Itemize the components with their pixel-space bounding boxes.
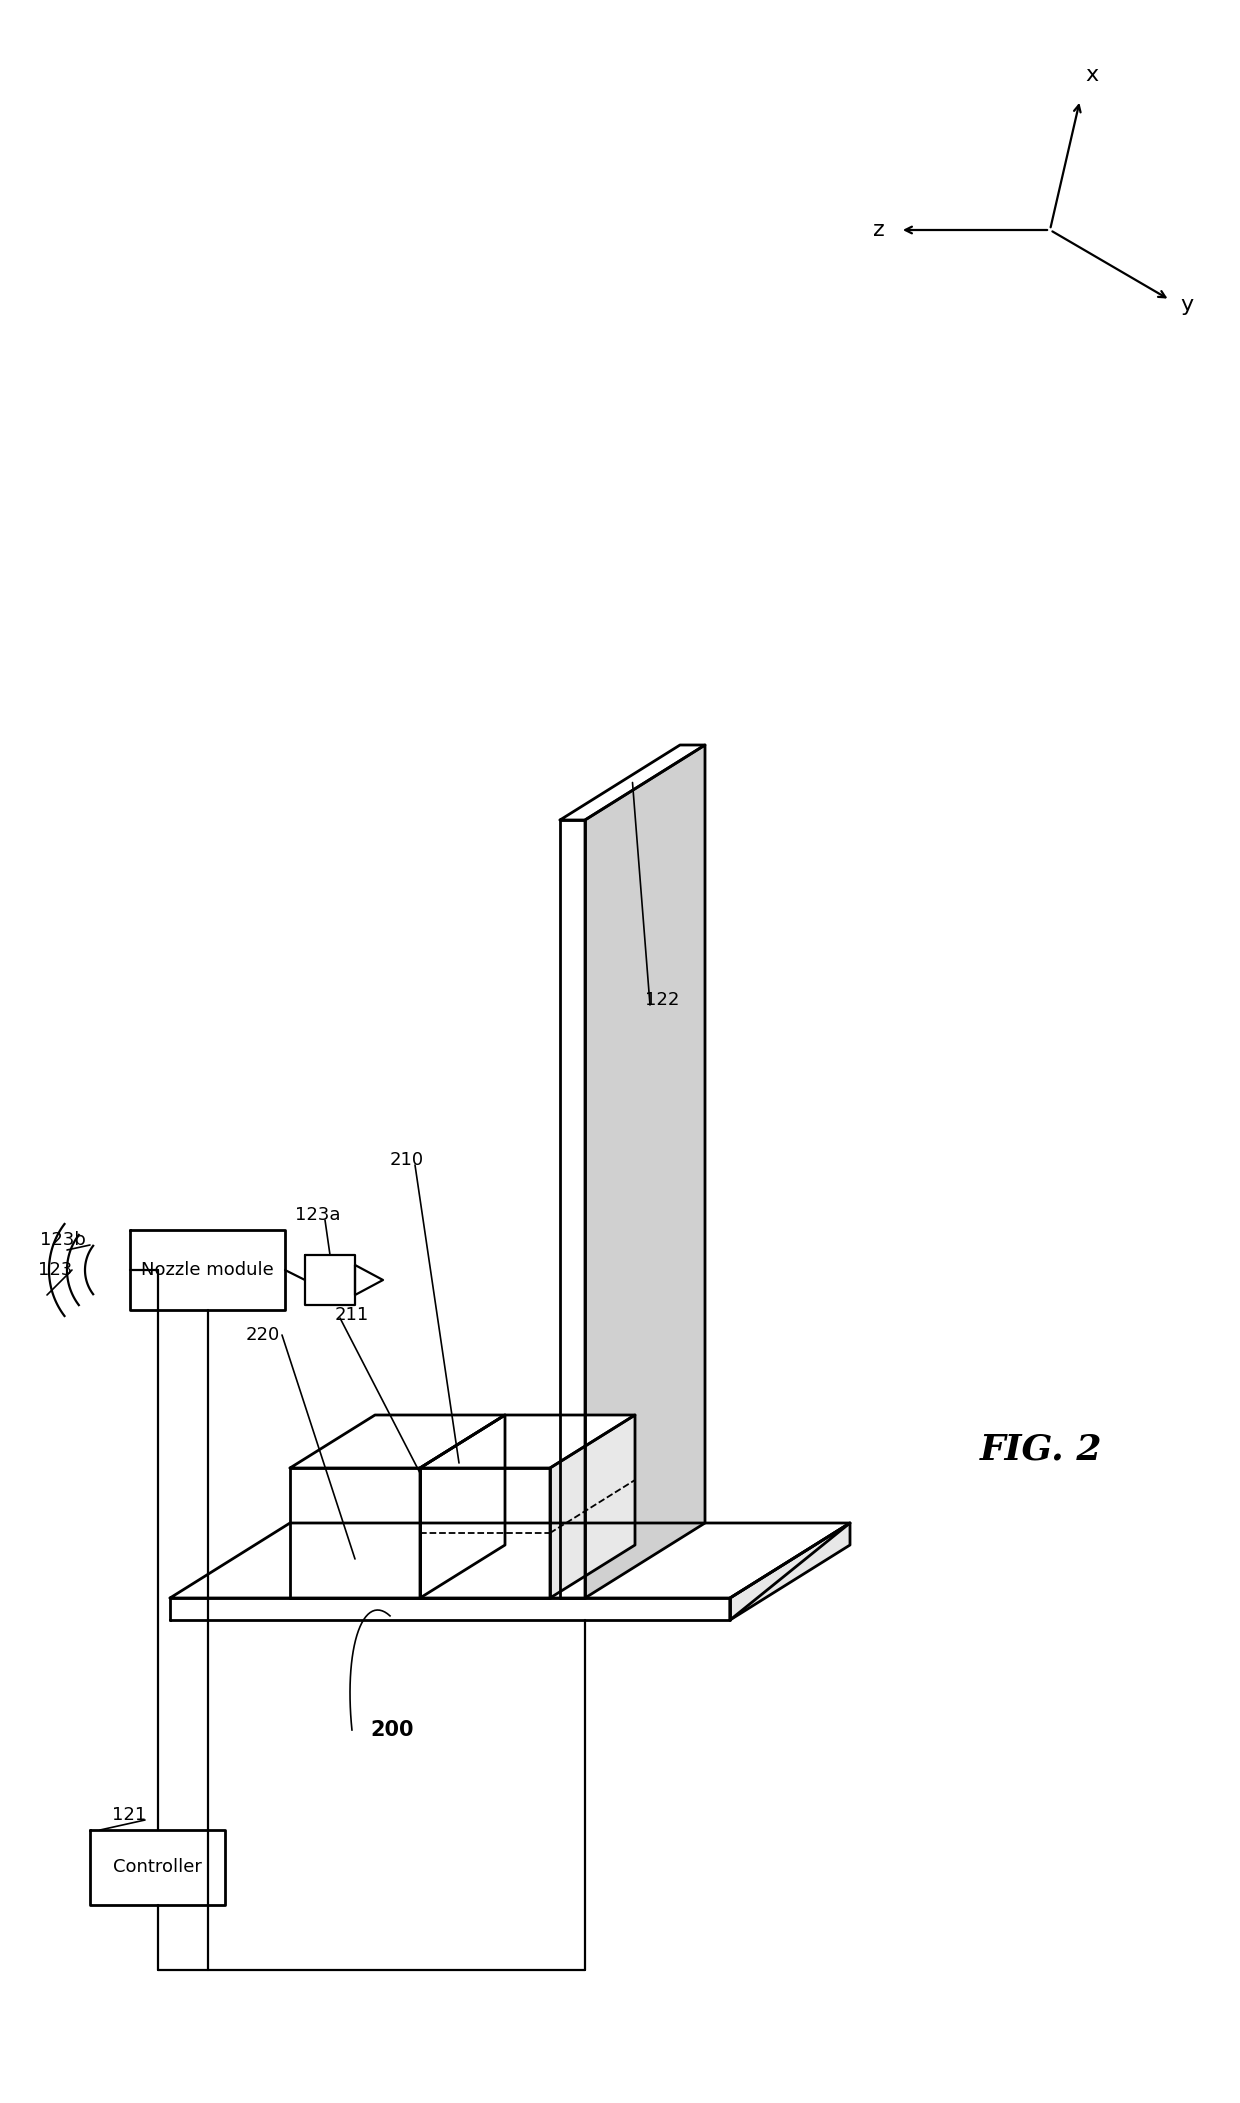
Text: Controller: Controller xyxy=(113,1859,202,1876)
Polygon shape xyxy=(420,1415,635,1468)
Polygon shape xyxy=(585,744,706,1598)
Polygon shape xyxy=(170,1598,730,1619)
Polygon shape xyxy=(730,1523,849,1619)
Text: z: z xyxy=(873,221,885,240)
Text: 200: 200 xyxy=(370,1720,413,1739)
Polygon shape xyxy=(290,1415,505,1468)
Polygon shape xyxy=(730,1523,849,1619)
Text: 211: 211 xyxy=(335,1306,370,1325)
Polygon shape xyxy=(420,1468,551,1598)
Text: 123a: 123a xyxy=(295,1205,341,1224)
Polygon shape xyxy=(551,1415,635,1598)
Text: 122: 122 xyxy=(645,991,680,1009)
Polygon shape xyxy=(560,744,706,820)
Polygon shape xyxy=(420,1415,505,1598)
Polygon shape xyxy=(290,1468,420,1598)
Text: 220: 220 xyxy=(246,1327,280,1344)
Polygon shape xyxy=(355,1266,383,1295)
Text: x: x xyxy=(1085,65,1099,84)
Text: 123: 123 xyxy=(38,1262,72,1279)
Text: FIG. 2: FIG. 2 xyxy=(980,1432,1102,1468)
Text: Nozzle module: Nozzle module xyxy=(141,1262,274,1279)
Polygon shape xyxy=(560,820,585,1598)
Text: 123b: 123b xyxy=(40,1230,86,1249)
Polygon shape xyxy=(170,1523,849,1598)
Text: 210: 210 xyxy=(391,1150,424,1169)
Text: y: y xyxy=(1180,294,1193,315)
Text: 121: 121 xyxy=(112,1806,146,1823)
